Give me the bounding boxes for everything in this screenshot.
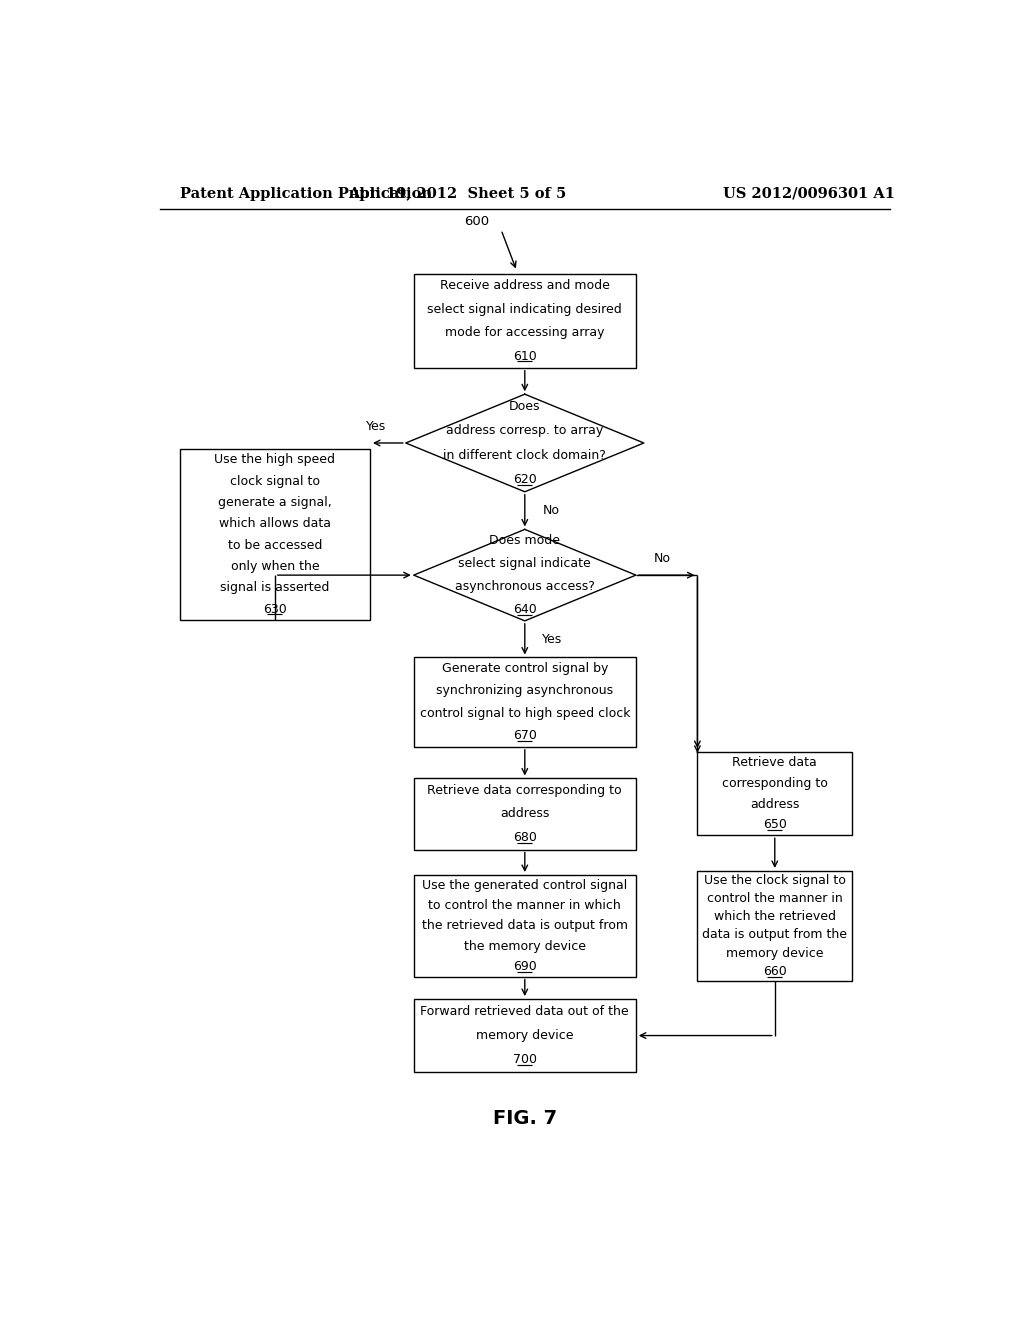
Text: 680: 680: [513, 832, 537, 845]
Text: Generate control signal by: Generate control signal by: [441, 663, 608, 675]
Text: in different clock domain?: in different clock domain?: [443, 449, 606, 462]
Bar: [414, 275, 636, 368]
Text: to control the manner in which: to control the manner in which: [428, 899, 622, 912]
Text: which allows data: which allows data: [219, 517, 331, 531]
Text: memory device: memory device: [726, 946, 823, 960]
Text: which the retrieved: which the retrieved: [714, 909, 836, 923]
Text: Patent Application Publication: Patent Application Publication: [179, 187, 431, 201]
Bar: [179, 449, 370, 620]
Text: 660: 660: [763, 965, 786, 978]
Text: 600: 600: [464, 215, 489, 228]
Bar: [414, 999, 636, 1072]
Text: select signal indicate: select signal indicate: [459, 557, 591, 570]
Text: data is output from the: data is output from the: [702, 928, 847, 941]
Text: No: No: [543, 503, 559, 516]
Text: No: No: [653, 552, 671, 565]
Text: 670: 670: [513, 729, 537, 742]
Text: 640: 640: [513, 603, 537, 616]
Bar: [697, 871, 852, 981]
Text: FIG. 7: FIG. 7: [493, 1109, 557, 1129]
Text: synchronizing asynchronous: synchronizing asynchronous: [436, 685, 613, 697]
Text: 690: 690: [513, 960, 537, 973]
Text: 650: 650: [763, 818, 786, 832]
Text: generate a signal,: generate a signal,: [218, 496, 332, 510]
Text: address: address: [500, 808, 550, 821]
Text: control the manner in: control the manner in: [707, 892, 843, 904]
Text: Use the generated control signal: Use the generated control signal: [422, 879, 628, 891]
Text: 630: 630: [263, 603, 287, 615]
Text: Apr. 19, 2012  Sheet 5 of 5: Apr. 19, 2012 Sheet 5 of 5: [348, 187, 566, 201]
Text: Receive address and mode: Receive address and mode: [440, 280, 609, 293]
Text: the retrieved data is output from: the retrieved data is output from: [422, 919, 628, 932]
Text: clock signal to: clock signal to: [229, 475, 319, 487]
Text: address: address: [751, 797, 800, 810]
Bar: [414, 779, 636, 850]
Text: asynchronous access?: asynchronous access?: [455, 579, 595, 593]
Text: Use the clock signal to: Use the clock signal to: [703, 874, 846, 887]
Text: Does: Does: [509, 400, 541, 413]
Text: 610: 610: [513, 350, 537, 363]
Text: memory device: memory device: [476, 1030, 573, 1041]
Text: address corresp. to array: address corresp. to array: [446, 424, 603, 437]
Text: Retrieve data: Retrieve data: [732, 756, 817, 768]
Text: signal is asserted: signal is asserted: [220, 581, 330, 594]
Bar: [697, 752, 852, 836]
Bar: [414, 657, 636, 747]
Text: Retrieve data corresponding to: Retrieve data corresponding to: [427, 784, 623, 797]
Text: the memory device: the memory device: [464, 940, 586, 953]
Text: Does mode: Does mode: [489, 535, 560, 548]
Text: only when the: only when the: [230, 560, 319, 573]
Text: Use the high speed: Use the high speed: [214, 453, 335, 466]
Text: corresponding to: corresponding to: [722, 776, 827, 789]
Text: Yes: Yes: [366, 420, 386, 433]
Text: Forward retrieved data out of the: Forward retrieved data out of the: [421, 1005, 629, 1018]
Text: mode for accessing array: mode for accessing array: [445, 326, 604, 339]
Text: select signal indicating desired: select signal indicating desired: [427, 302, 623, 315]
Bar: [414, 875, 636, 977]
Text: 700: 700: [513, 1053, 537, 1067]
Text: control signal to high speed clock: control signal to high speed clock: [420, 706, 630, 719]
Text: US 2012/0096301 A1: US 2012/0096301 A1: [723, 187, 895, 201]
Text: Yes: Yes: [543, 632, 562, 645]
Text: 620: 620: [513, 473, 537, 486]
Text: to be accessed: to be accessed: [227, 539, 322, 552]
